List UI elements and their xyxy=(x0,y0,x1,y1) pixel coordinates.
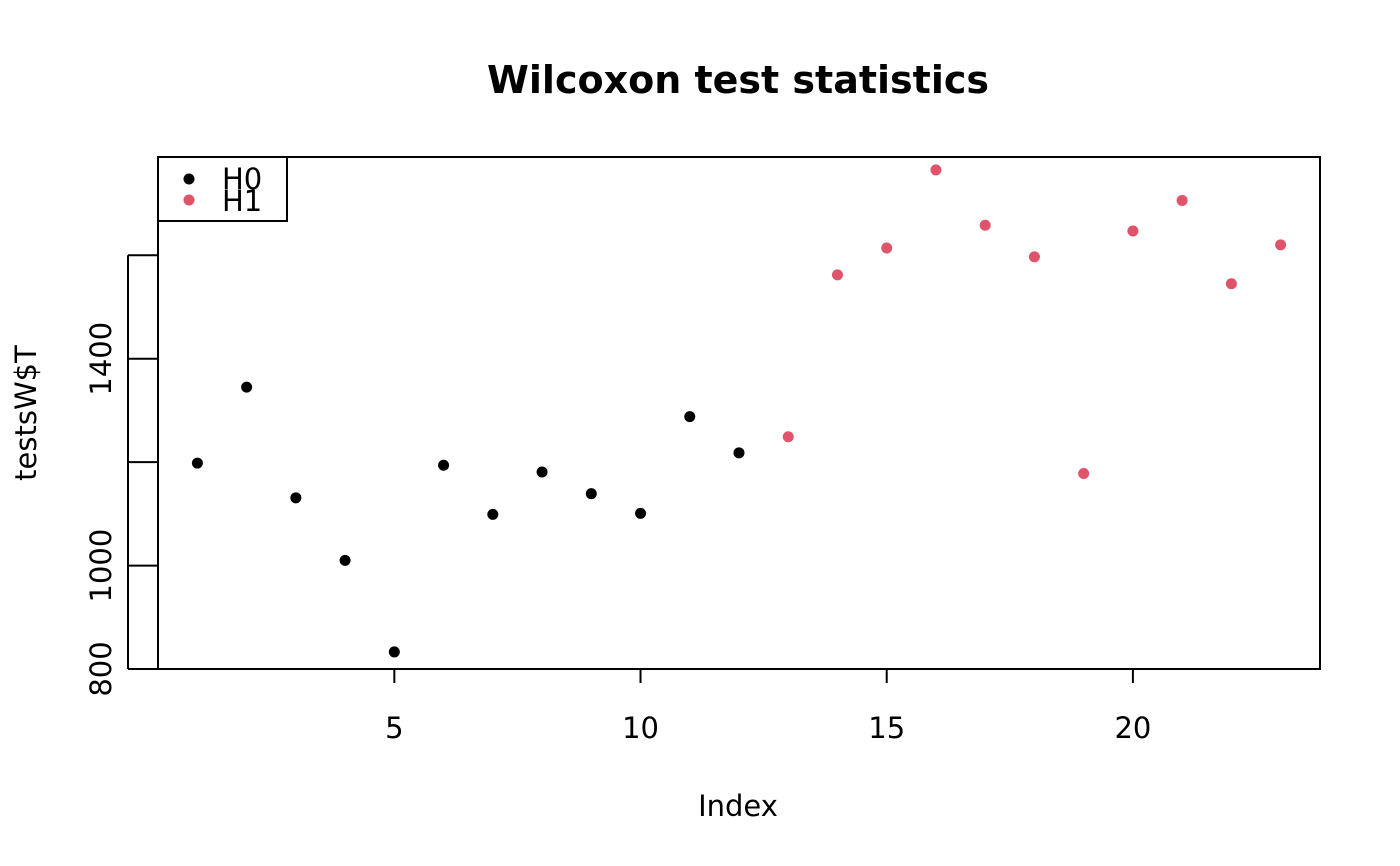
x-axis: 5 10 15 20 xyxy=(385,668,1151,745)
legend: H0 H1 xyxy=(157,156,288,222)
data-point-h0 xyxy=(241,381,253,393)
data-point-h1 xyxy=(1127,225,1139,237)
data-point-h0 xyxy=(438,459,450,471)
x-tick-label: 10 xyxy=(622,711,659,745)
legend-marker-h0 xyxy=(183,173,195,185)
legend-box xyxy=(157,156,288,222)
data-point-h1 xyxy=(782,431,794,443)
data-point-h1 xyxy=(979,219,991,231)
y-tick-label: 800 xyxy=(84,641,118,696)
data-point-h0 xyxy=(487,508,499,520)
y-tick-label: 1000 xyxy=(84,529,118,603)
data-point-h0 xyxy=(536,466,548,478)
legend-label-h1: H1 xyxy=(222,184,262,218)
y-tick-label: 1400 xyxy=(84,322,118,396)
data-point-h1 xyxy=(1078,468,1090,480)
data-point-h0 xyxy=(585,488,597,500)
data-point-h0 xyxy=(684,411,696,423)
x-tick-label: 20 xyxy=(1114,711,1151,745)
x-tick-label: 5 xyxy=(385,711,403,745)
data-point-h1 xyxy=(1176,194,1188,206)
data-point-h1 xyxy=(831,269,843,281)
legend-label-h0: H0 xyxy=(222,162,262,196)
data-point-h1 xyxy=(1225,278,1237,290)
data-points xyxy=(191,164,1287,658)
chart-title: Wilcoxon test statistics xyxy=(487,58,989,102)
data-point-h0 xyxy=(733,447,745,459)
plot-area xyxy=(157,156,1321,670)
data-point-h0 xyxy=(388,646,400,658)
y-axis-label: testsW$T xyxy=(9,345,43,481)
x-tick-label: 15 xyxy=(868,711,905,745)
data-point-h1 xyxy=(881,242,893,254)
data-point-h0 xyxy=(339,554,351,566)
data-point-h1 xyxy=(930,164,942,176)
data-point-h0 xyxy=(191,457,203,469)
data-point-h1 xyxy=(1028,251,1040,263)
data-point-h1 xyxy=(1275,239,1287,251)
y-axis: 800 1000 1400 xyxy=(84,254,158,697)
data-point-h0 xyxy=(635,507,647,519)
data-point-h0 xyxy=(290,492,302,504)
legend-marker-h1 xyxy=(183,194,195,206)
x-axis-label: Index xyxy=(698,789,778,823)
